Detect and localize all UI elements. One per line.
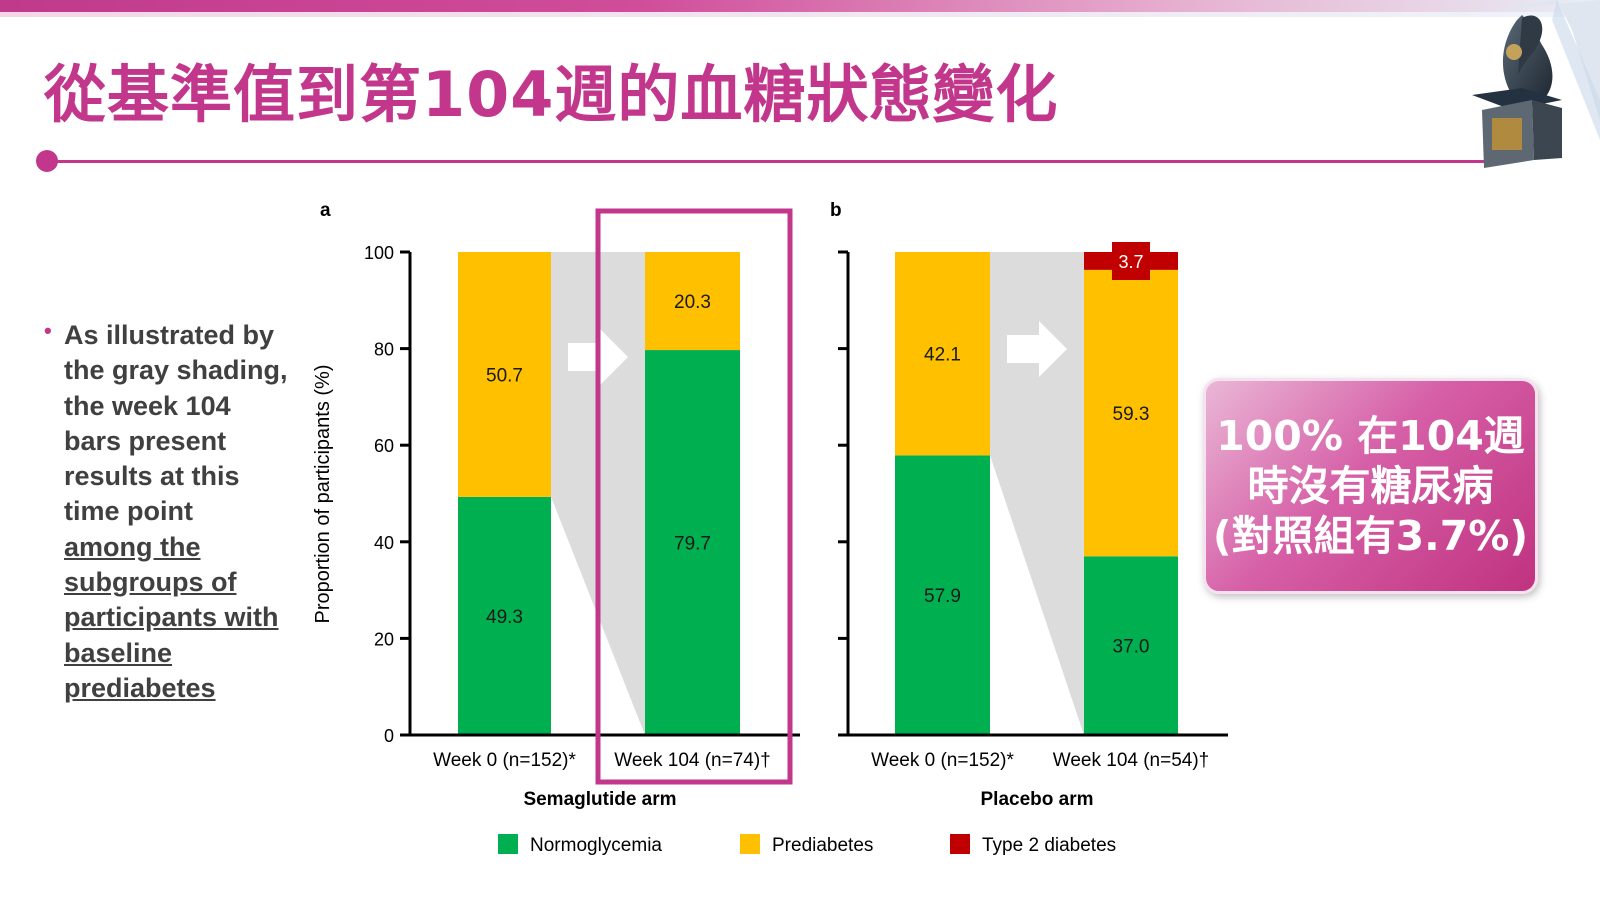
data-label: 50.7 [486,365,523,386]
x-tick-label: Week 0 (n=152)* [871,750,1014,771]
bullet-text-plain: As illustrated by the gray shading, the … [64,320,288,527]
y-tick-label: 60 [374,436,394,456]
legend-swatch [950,834,970,854]
callout-line-1: 100% 在104週 [1216,412,1525,460]
data-label: 37.0 [1113,637,1150,658]
x-tick-label: Week 104 (n=54)† [1053,750,1210,771]
arrow-icon [1007,321,1067,377]
data-label: 59.3 [1113,404,1150,425]
y-tick-label: 100 [364,243,394,263]
top-accent-bar-light [0,12,1600,17]
data-label: 79.7 [674,534,711,555]
bar-segment-prediabetes [458,252,551,497]
data-label: 20.3 [674,292,711,313]
data-label-box [1112,242,1150,280]
callout-line-3: (對照組有3.7%) [1212,512,1529,560]
bullet-text: As illustrated by the gray shading, the … [64,318,289,706]
legend-label: Prediabetes [772,835,873,856]
bar-segment-normoglycemia [895,455,990,735]
x-tick-label: Week 104 (n=74)† [614,750,771,771]
data-label: 3.7 [1118,252,1143,272]
panel-label: a [320,200,331,221]
highlight-box [595,208,793,785]
legend-swatch [498,834,518,854]
bullet-marker: • [44,318,52,343]
data-label: 42.1 [924,345,961,366]
top-accent-bar [0,0,1600,12]
bar-segment-prediabetes [1084,269,1178,557]
y-tick-label: 0 [384,726,394,746]
x-tick-label: Week 0 (n=152)* [433,750,576,771]
y-tick-label: 80 [374,340,394,360]
chart-title: Placebo arm [981,789,1094,810]
title-underline [46,160,1516,163]
highlight-callout: 100% 在104週 時沒有糖尿病 (對照組有3.7%) [1203,378,1538,594]
slide-title: 從基準值到第104週的血糖狀態變化 [44,58,1059,131]
y-axis-label: Proportion of participants (%) [312,364,334,623]
bar-segment-normoglycemia [645,350,740,735]
callout-line-2: 時沒有糖尿病 [1247,462,1494,510]
y-tick-label: 40 [374,533,394,553]
trophy-icon [1472,0,1600,168]
bar-segment-prediabetes [645,252,740,351]
gray-shading-b [990,252,1084,735]
panel-label: b [830,200,842,221]
bullet-text-underlined: among the subgroups of participants with… [64,531,279,703]
legend-label: Normoglycemia [530,835,662,856]
chart-title: Semaglutide arm [523,789,676,810]
y-tick-label: 20 [374,629,394,649]
legend-swatch [740,834,760,854]
title-underline-dot [36,150,58,172]
bar-segment-prediabetes [895,252,990,456]
bar-segment-normoglycemia [458,496,551,735]
bar-segment-normoglycemia [1084,556,1178,735]
data-label: 49.3 [486,607,523,628]
legend-label: Type 2 diabetes [982,835,1116,856]
data-label: 57.9 [924,586,961,607]
